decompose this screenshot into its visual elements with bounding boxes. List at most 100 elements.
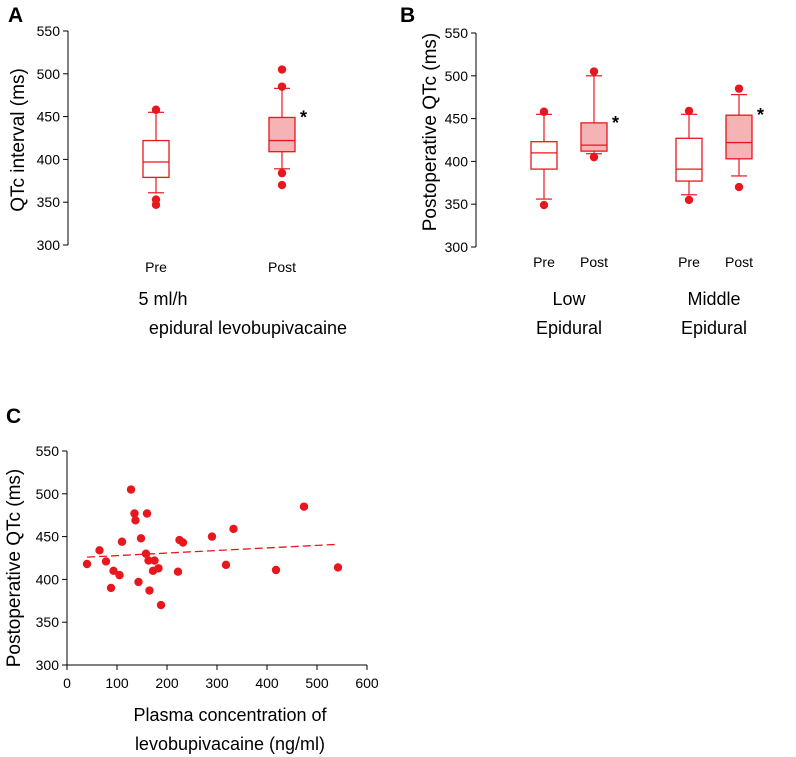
panel-b-box-post-g2-significance-star: * [757,105,764,125]
panel-c-scatter-point [229,524,238,534]
panel-a-y-tick-label: 300 [37,237,61,253]
panel-c-y-tick-label: 450 [36,529,60,545]
panel-c-scatter-point [142,509,152,518]
panel-c-scatter-point [141,549,151,558]
panel-a-y-tick-label: 400 [37,151,61,167]
panel-a-y-axis-title: QTc interval (ms) [8,68,29,212]
panel-b-box-pre-g1-outlier-point [539,200,549,210]
panel-c-scatter-point [117,537,127,546]
panel-c-scatter-point [106,583,116,593]
panel-a-box-post-outlier-point [277,82,287,91]
panel-a-y-tick-label: 550 [37,23,61,39]
panel-c-scatter-point [271,565,281,575]
panel-a-box-pre-outlier-point [151,105,161,114]
panel-a-x-axis-title-line1: 5 ml/h [138,289,187,309]
panel-b-x-tick-label: Pre [678,254,700,270]
panel-c-y-tick-label: 550 [36,443,60,459]
panel-c-scatter-point [207,532,217,541]
panel-c-label: C [6,405,21,428]
panel-b-label: B [400,4,415,27]
panel-b-y-tick-label: 400 [445,153,469,169]
panel-c-scatter-point [131,516,140,525]
panel-c-x-tick-label: 100 [105,675,129,691]
panel-b-box-pre-g2-outlier-point [684,106,694,116]
panel-a-box-pre [142,105,170,209]
panel-c-scatter-point [299,502,309,511]
panel-c-scatter-point [156,600,166,610]
panel-b-box-pre-g1 [530,107,558,210]
panel-a-y-tick-label: 450 [37,109,61,125]
panel-b-x-tick-label: Post [580,254,608,270]
panel-a-box-post-outlier-point [277,65,287,74]
panel-b-y-tick-label: 500 [445,68,469,84]
panel-b-group2-title-line2: Epidural [681,318,747,338]
panel-c-scatter-point [101,557,111,566]
panel-b-x-tick-label: Post [725,254,753,270]
panel-c-scatter-point [115,570,124,580]
panel-c-scatter-point [173,567,183,576]
panel-c-y-tick-label: 400 [36,571,60,587]
panel-a: A QTc interval (ms) 5 ml/h epidural levo… [8,4,347,338]
panel-a-box-pre-iqr-box [142,139,170,179]
panel-b-box-post-g1-iqr-box [580,122,608,152]
panel-b-y-tick-label: 450 [445,111,469,127]
panel-c-x-tick-label: 200 [155,675,179,691]
panel-c: C Postoperative QTc (ms) Plasma concentr… [4,405,379,754]
panel-b: B Postoperative QTc (ms) Low Epidural Mi… [400,4,764,338]
panel-b-box-pre-g2-iqr-box [675,137,703,182]
panel-c-x-tick-label: 0 [63,675,71,691]
panel-b-y-axis-title: Postoperative QTc (ms) [420,33,441,232]
panel-b-box-post-g2: * [725,84,764,192]
panel-b-group1-title-line2: Epidural [536,318,602,338]
panel-c-x-tick-label: 600 [355,675,379,691]
panel-c-y-tick-label: 500 [36,486,60,502]
panel-c-scatter-point [144,556,153,565]
panel-c-scatter-point [178,538,188,547]
panel-a-box-post-outlier-point [277,168,287,178]
panel-c-scatter-point [221,560,231,570]
panel-c-scatter-point [130,509,139,518]
panel-b-group2-title-line1: Middle [687,289,740,309]
panel-b-box-pre-g1-outlier-point [539,107,549,116]
panel-b-box-post-g2-outlier-point [734,182,744,192]
panel-c-x-tick-label: 500 [305,675,329,691]
panel-a-box-pre-outlier-point [151,200,161,209]
panel-c-x-axis-title-line1: Plasma concentration of [133,705,327,725]
panel-b-box-post-g1-outlier-point [589,152,599,162]
panel-b-x-tick-label: Pre [533,254,555,270]
panel-c-y-axis-title: Postoperative QTc (ms) [4,469,25,668]
panel-b-box-post-g1-significance-star: * [612,113,619,133]
panel-c-scatter-point [154,564,163,573]
panel-b-box-pre-g2-outlier-point [684,195,694,205]
panel-b-box-post-g2-iqr-box [725,114,753,160]
panel-c-scatter-point [126,485,136,494]
panel-c-y-tick-label: 300 [36,657,60,673]
panel-c-scatter-point [95,546,104,555]
panel-c-x-axis-title-line2: levobupivacaine (ng/ml) [135,734,325,754]
panel-c-scatter-point [134,577,143,587]
panel-b-y-tick-label: 550 [445,25,469,41]
panel-c-trendline [86,543,339,558]
panel-a-box-post: * [268,65,307,190]
panel-c-scatter-point [109,566,118,576]
panel-c-scatter-point [145,586,154,595]
panel-c-y-tick-label: 350 [36,614,60,630]
panel-a-x-tick-label: Post [268,259,296,275]
panel-a-x-tick-label: Pre [145,259,167,275]
panel-b-box-pre-g2 [675,106,703,205]
panel-a-label: A [8,4,23,27]
panel-c-scatter-point [136,534,146,543]
panel-a-box-post-iqr-box [268,116,296,153]
panel-b-box-post-g1: * [580,67,619,162]
panel-b-box-pre-g1-iqr-box [530,141,558,170]
panel-c-scatter-point [82,559,92,569]
panel-b-y-tick-label: 350 [445,196,469,212]
panel-a-y-tick-label: 500 [37,66,61,82]
panel-b-box-post-g2-outlier-point [734,84,744,93]
panel-b-group1-title-line1: Low [552,289,586,309]
panel-a-y-tick-label: 350 [37,194,61,210]
panel-c-x-tick-label: 400 [255,675,279,691]
panel-b-box-post-g1-outlier-point [589,67,599,76]
panel-c-scatter-point [150,556,159,565]
